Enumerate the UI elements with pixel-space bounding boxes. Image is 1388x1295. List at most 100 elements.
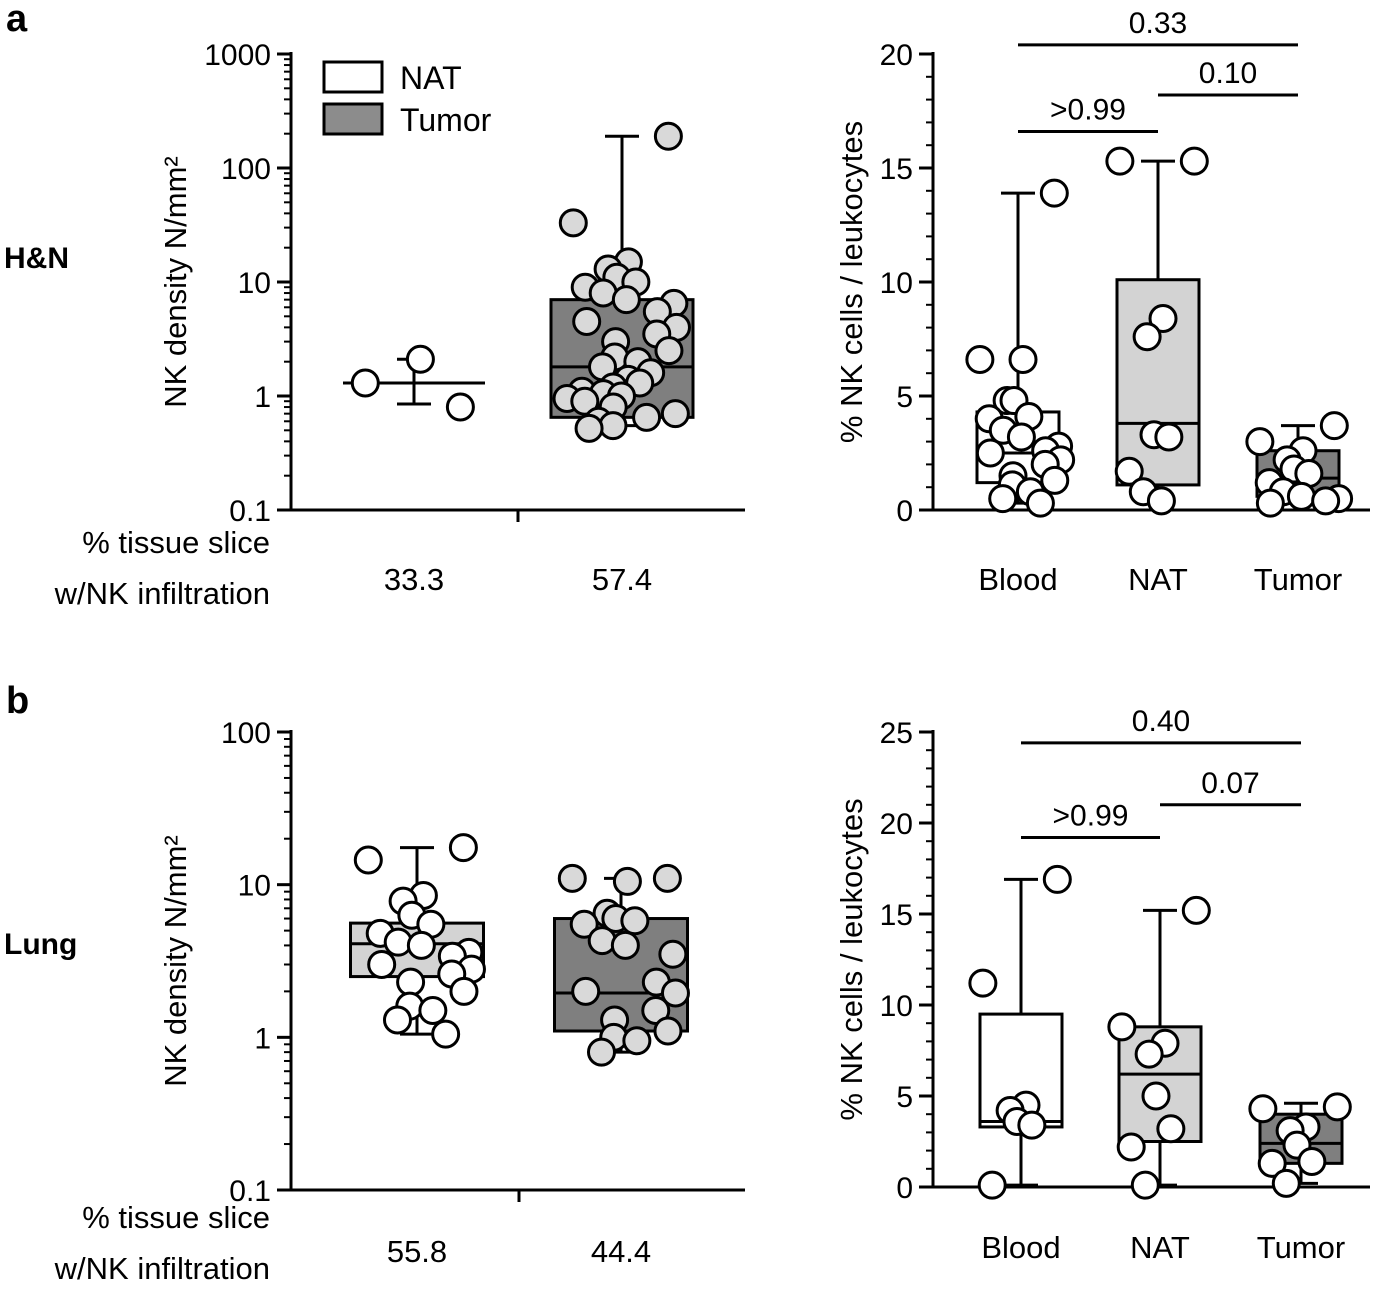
y-tick-label: 20	[880, 808, 913, 841]
data-point	[968, 968, 998, 998]
data-point	[610, 930, 640, 960]
x-category-label: NAT	[1128, 562, 1188, 597]
data-point	[1181, 895, 1211, 925]
data-point	[1025, 488, 1055, 518]
x-category-label: Tumor	[1257, 1230, 1345, 1265]
data-point	[632, 402, 662, 432]
data-point	[405, 344, 435, 374]
data-point	[572, 307, 602, 337]
y-tick-label: 1	[254, 1022, 271, 1055]
p-value-label: 0.10	[1199, 57, 1257, 90]
footer-label: w/NK infiltration	[54, 576, 270, 611]
y-tick-label: 10	[880, 990, 913, 1023]
data-point	[445, 392, 475, 422]
data-point	[1255, 488, 1285, 518]
data-point	[1322, 1092, 1352, 1122]
data-point	[418, 995, 448, 1025]
panel-label-b: b	[6, 680, 30, 722]
p-value-label: 0.33	[1129, 7, 1187, 40]
y-tick-label: 1	[254, 381, 271, 414]
data-point	[622, 1026, 652, 1056]
data-point	[1248, 1094, 1278, 1124]
footer-label: % tissue slice	[82, 1200, 270, 1235]
footer-label: % tissue slice	[82, 525, 270, 560]
data-point	[1134, 1039, 1164, 1069]
y-tick-label: 0.1	[229, 495, 271, 528]
data-point	[558, 208, 588, 238]
data-point	[1154, 422, 1184, 452]
y-tick-label: 10	[238, 870, 271, 903]
x-category-label: Blood	[981, 1230, 1060, 1265]
data-point	[1146, 486, 1176, 516]
data-point	[1319, 411, 1349, 441]
y-tick-label: 100	[221, 153, 271, 186]
group-nat	[1105, 146, 1209, 516]
data-point	[988, 484, 1018, 514]
data-point	[598, 411, 628, 441]
y-tick-label: 1000	[204, 39, 271, 72]
data-point	[350, 368, 380, 398]
data-point	[557, 863, 587, 893]
data-point	[1114, 456, 1144, 486]
data-point	[653, 1016, 683, 1046]
data-point	[1008, 345, 1038, 375]
y-tick-label: 15	[880, 153, 913, 186]
data-point	[586, 1037, 616, 1067]
y-tick-label: 10	[238, 267, 271, 300]
chart-a-density: 0.1 1 10 100 1000 NK density N/mm² 33.3 57.4 % t…	[54, 39, 745, 611]
data-point	[1107, 1012, 1137, 1042]
data-point	[1039, 178, 1069, 208]
y-tick-label: 5	[896, 381, 913, 414]
row-label-hn: H&N	[4, 242, 69, 275]
data-point	[1006, 422, 1036, 452]
y-tick-label: 100	[221, 717, 271, 750]
data-point	[652, 863, 682, 893]
data-point	[620, 906, 650, 936]
p-value-label: 0.40	[1132, 705, 1190, 738]
chart-b-percent: 0 5 10 15 20 25 % NK cells / leukocytes Blood NA…	[834, 705, 1370, 1265]
group-tumor	[1245, 411, 1354, 518]
data-point	[569, 909, 599, 939]
data-point	[1297, 1147, 1327, 1177]
p-value-label: >0.99	[1053, 800, 1129, 833]
data-point	[1132, 322, 1162, 352]
data-point	[571, 976, 601, 1006]
data-point	[660, 978, 690, 1008]
data-point	[396, 967, 426, 997]
data-point	[1286, 481, 1316, 511]
data-point	[1311, 486, 1341, 516]
data-point	[1271, 1168, 1301, 1198]
footer-label: w/NK infiltration	[54, 1251, 270, 1286]
data-point	[1148, 303, 1178, 333]
legend-nat-label: NAT	[400, 60, 462, 96]
data-point	[449, 976, 479, 1006]
group-blood	[965, 178, 1076, 518]
x-category-label: Tumor	[1254, 562, 1342, 597]
chart-b-density: 0.1 1 10 100 NK density N/mm² 55.8 44.4 % tissu…	[54, 717, 745, 1286]
y-tick-label: 25	[880, 717, 913, 750]
footer-value: 33.3	[384, 562, 444, 597]
y-tick-label: 0	[896, 495, 913, 528]
y-axis-label: % NK cells / leukocytes	[834, 798, 869, 1120]
group-tumor	[553, 863, 690, 1067]
chart-a-percent: 0 5 10 15 20 % NK cells / leukocytes Blood NAT T…	[834, 7, 1370, 597]
footer-value: 55.8	[387, 1234, 447, 1269]
y-tick-label: 10	[880, 267, 913, 300]
y-tick-label: 5	[896, 1081, 913, 1114]
y-axis-label: NK density N/mm²	[158, 835, 193, 1086]
group-nat	[1107, 895, 1211, 1200]
group-tumor	[549, 121, 695, 443]
panel-label-a: a	[6, 0, 28, 40]
group-nat	[343, 344, 485, 422]
data-point	[448, 833, 478, 863]
data-point	[653, 121, 683, 151]
y-tick-label: 0.1	[229, 1175, 271, 1208]
data-point	[570, 386, 600, 416]
legend-nat-swatch	[322, 60, 384, 94]
data-point	[658, 939, 688, 969]
group-tumor	[1248, 1092, 1352, 1198]
data-point	[1179, 146, 1209, 176]
data-point	[611, 285, 641, 315]
data-point	[1245, 427, 1275, 457]
data-point	[1156, 1114, 1186, 1144]
